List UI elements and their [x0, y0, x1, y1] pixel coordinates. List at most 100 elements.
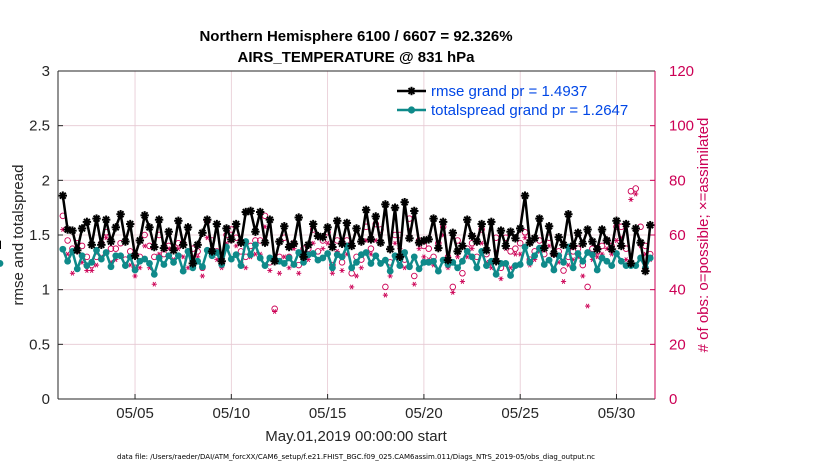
rmse-point [506, 227, 515, 236]
y-left-tick-label: 0.5 [29, 336, 50, 353]
totalspread-point [516, 261, 524, 268]
rmse-point [73, 246, 82, 255]
rmse-point [463, 215, 472, 224]
obs-assimilated-point [286, 265, 292, 271]
rmse-point [515, 224, 525, 233]
totalspread-point [362, 249, 370, 256]
totalspread-point [261, 262, 269, 270]
obs-assimilated-point [512, 251, 518, 257]
rmse-point [159, 243, 169, 253]
totalspread-point [536, 244, 543, 252]
totalspread-point [492, 270, 500, 278]
totalspread-point [487, 257, 495, 265]
obs-assimilated-point [132, 273, 138, 279]
totalspread-point [454, 264, 462, 272]
y-left-tick-label: 2.5 [29, 118, 50, 135]
totalspread-point [598, 254, 606, 262]
x-tick-label: 05/20 [405, 405, 443, 422]
totalspread-point [141, 255, 149, 263]
y-right-axis-label: # of obs: o=possible; ×=assimilated [695, 118, 712, 353]
totalspread-point [237, 262, 245, 270]
y-left-axis-ticks: 0 0.5 1 1.5 2 2.5 3 [29, 63, 63, 408]
rmse-point [183, 223, 193, 232]
obs-assimilated-point [459, 278, 466, 284]
rmse-point [198, 228, 207, 238]
obs-assimilated-point [382, 292, 388, 298]
totalspread-point [415, 265, 423, 273]
rmse-point [260, 238, 270, 247]
obs-possible-point [632, 185, 639, 192]
rmse-point [472, 237, 482, 246]
obs-assimilated-point [93, 262, 100, 268]
x-axis-label: May.01,2019 00:00:00 start [265, 428, 447, 445]
obs-assimilated-point [613, 237, 620, 243]
y-left-tick-label: 0 [42, 391, 50, 408]
rmse-point [429, 214, 438, 223]
rmse-point [299, 252, 308, 262]
obs-assimilated-point [296, 270, 302, 276]
chart-title-line1: Northern Hemisphere 6100 / 6607 = 92.326… [199, 28, 512, 45]
obs-possible-point [64, 237, 71, 244]
y-left-tick-label: 2 [42, 172, 50, 189]
obs-assimilated-point [560, 278, 567, 284]
rmse-point [540, 243, 549, 253]
legend-rmse-marker [407, 86, 416, 96]
y-left-tick-label: 1 [42, 282, 50, 299]
totalspread-point [430, 257, 437, 265]
rmse-point [164, 227, 173, 236]
totalspread-series [0, 238, 654, 279]
rmse-point [357, 237, 366, 246]
rmse-point [381, 200, 390, 209]
obs-assimilated-point [267, 268, 273, 274]
legend-spread-marker [407, 106, 416, 114]
rmse-point [178, 240, 188, 250]
totalspread-point [300, 258, 307, 266]
rmse-point [87, 240, 96, 250]
rmse-point [289, 239, 299, 248]
obs-assimilated-point [411, 281, 417, 287]
rmse-point [203, 215, 212, 224]
rmse-point [366, 235, 376, 244]
rmse-point [227, 235, 236, 244]
rmse-point [308, 219, 318, 229]
data-file-footnote: data file: /Users/raeder/DAI/ATM_forcXX/… [117, 453, 595, 461]
totalspread-point [285, 254, 293, 262]
rmse-point [251, 227, 260, 236]
totalspread-point [420, 258, 428, 266]
totalspread-point [170, 258, 177, 266]
rmse-point [150, 242, 159, 252]
rmse-point [424, 235, 433, 244]
totalspread-point [88, 258, 96, 266]
y-right-tick-label: 120 [669, 63, 694, 80]
obs-assimilated-point [142, 243, 148, 249]
rmse-point [222, 224, 231, 233]
obs-possible-point [560, 267, 567, 274]
totalspread-point [483, 262, 490, 270]
obs-assimilated-point [243, 265, 249, 271]
rmse-point [294, 213, 303, 222]
rmse-point [347, 241, 356, 251]
rmse-point [337, 239, 347, 248]
rmse-point [101, 215, 111, 224]
obs-possible-point [112, 245, 120, 252]
rmse-point [323, 223, 332, 232]
legend: rmse grand pr = 1.4937 totalspread grand… [397, 83, 628, 119]
obs-assimilated-point [349, 284, 355, 290]
rmse-point [111, 223, 120, 232]
obs-assimilated-point [89, 268, 95, 274]
rmse-point [246, 206, 255, 216]
rmse-point [318, 232, 327, 242]
rmse-point [135, 236, 145, 245]
rmse-point [453, 247, 462, 256]
totalspread-point [550, 266, 558, 274]
totalspread-point [646, 254, 654, 262]
obs-assimilated-point [368, 251, 374, 257]
totalspread-point [78, 252, 86, 260]
totalspread-point [174, 252, 182, 260]
rmse-point [126, 219, 135, 229]
rmse-point [511, 234, 520, 243]
x-tick-label: 05/15 [309, 405, 347, 422]
rmse-point [352, 224, 361, 233]
legend-rmse-label: rmse grand pr = 1.4937 [431, 83, 587, 100]
rmse-point [645, 220, 655, 230]
